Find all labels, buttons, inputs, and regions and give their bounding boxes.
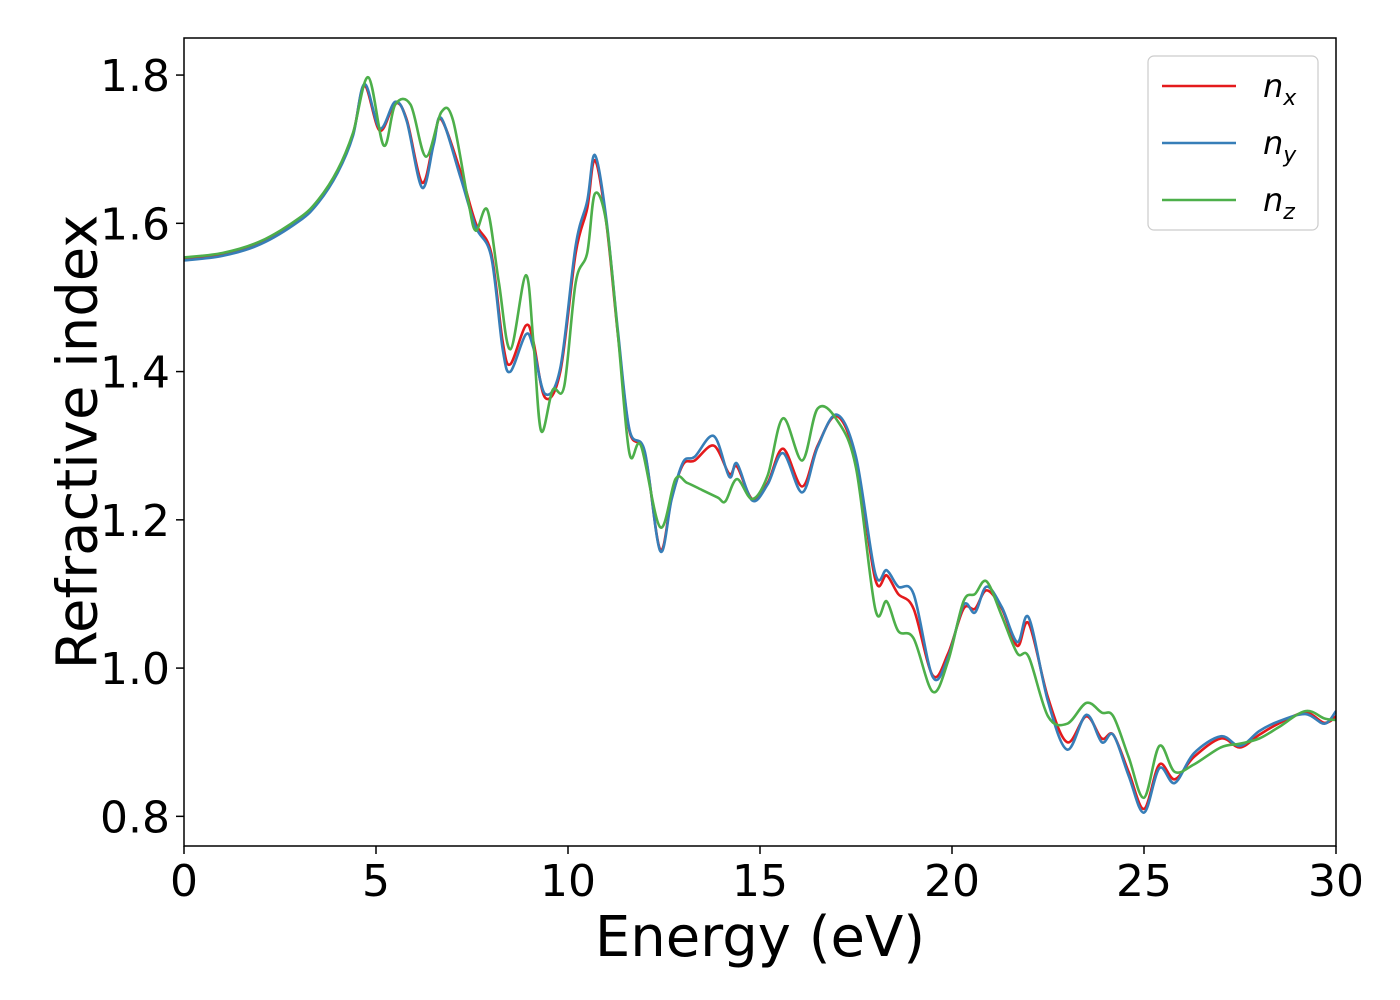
series-layer: [184, 75, 1336, 814]
x-axis-label: Energy (eV): [595, 905, 925, 970]
y-axis: 0.8 1.0 1.2 1.4 1.6 1.8: [100, 51, 184, 843]
x-axis: 0 5 10 15 20 25 30: [170, 846, 1364, 907]
y-tick-label: 1.6: [100, 199, 170, 250]
x-tick-label: 30: [1308, 856, 1364, 907]
x-tick-label: 5: [362, 856, 390, 907]
series-line-nz: [184, 75, 1336, 800]
x-tick-label: 0: [170, 856, 198, 907]
y-tick-label: 1.4: [100, 348, 170, 399]
x-tick-label: 10: [540, 856, 596, 907]
y-tick-label: 1.2: [100, 496, 170, 547]
y-tick-label: 0.8: [100, 792, 170, 843]
x-tick-label: 25: [1116, 856, 1172, 907]
y-tick-label: 1.0: [100, 644, 170, 695]
x-tick-label: 15: [732, 856, 788, 907]
y-axis-label: Refractive index: [46, 215, 111, 670]
y-tick-label: 1.8: [100, 51, 170, 102]
x-tick-label: 20: [924, 856, 980, 907]
